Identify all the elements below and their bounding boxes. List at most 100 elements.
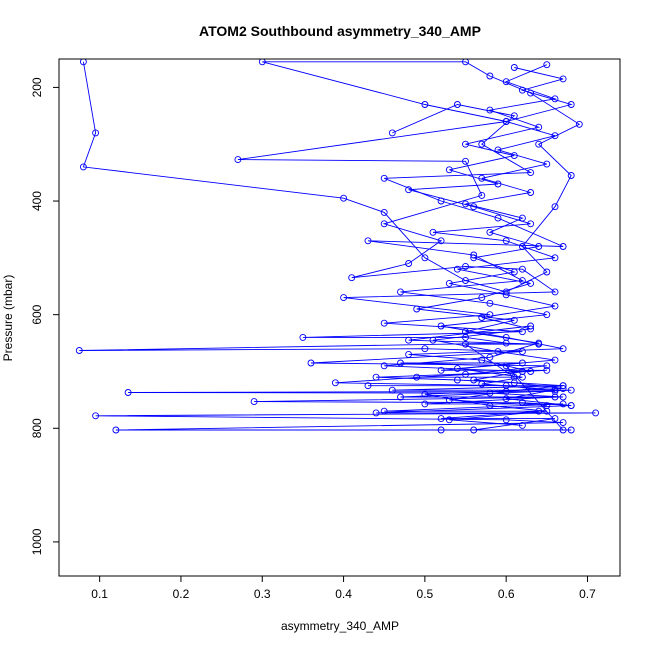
data-point [527, 189, 535, 196]
data-point [551, 288, 559, 296]
data-point [518, 348, 526, 356]
data-point [502, 333, 510, 341]
data-point [421, 254, 429, 262]
data-point [421, 101, 429, 108]
data-point [462, 140, 469, 148]
data-point [527, 220, 535, 228]
data-point [421, 345, 429, 353]
data-point [445, 279, 453, 287]
series-line [384, 64, 564, 407]
data-point [527, 322, 535, 330]
data-point [307, 359, 315, 367]
data-point [543, 160, 551, 168]
data-point [372, 409, 380, 417]
data-point [437, 366, 445, 374]
data-point [559, 243, 567, 250]
y-tick-label: 800 [30, 418, 44, 438]
y-tick-label: 1000 [30, 528, 44, 555]
data-point [437, 415, 445, 423]
data-point [478, 380, 486, 388]
data-point [559, 426, 567, 434]
data-point [445, 416, 453, 424]
data-point [405, 350, 413, 358]
x-tick-label: 0.5 [417, 587, 434, 601]
data-point [494, 348, 502, 356]
data-point [92, 129, 100, 137]
data-point [413, 305, 421, 313]
y-axis-label: Pressure (mbar) [1, 275, 15, 362]
data-point [372, 373, 380, 381]
data-point [413, 373, 421, 381]
data-point [527, 89, 535, 97]
data-point [559, 400, 567, 408]
data-point [478, 174, 486, 182]
data-point [510, 268, 518, 276]
data-point [551, 393, 559, 401]
data-point [543, 362, 551, 370]
data-point [405, 186, 413, 194]
data-point [124, 389, 132, 396]
x-axis-label: asymmetry_340_AMP [281, 619, 399, 633]
data-point [299, 333, 307, 341]
data-point [462, 262, 469, 270]
data-point [551, 132, 559, 140]
data-point [518, 86, 526, 94]
data-point [535, 140, 543, 148]
data-point [559, 75, 567, 83]
data-point [429, 336, 437, 344]
data-point [518, 421, 526, 429]
data-point [470, 254, 478, 262]
data-point [470, 203, 478, 211]
data-point [518, 359, 526, 367]
data-point [397, 288, 404, 296]
data-point [510, 64, 518, 71]
data-point [518, 277, 526, 285]
x-tick-label: 0.7 [579, 587, 596, 601]
data-point [559, 419, 567, 427]
data-point [437, 197, 445, 205]
data-point [478, 140, 486, 148]
data-point [518, 214, 526, 222]
data-point [75, 347, 83, 354]
data-point [486, 228, 494, 236]
data-point [364, 382, 372, 390]
data-point [380, 319, 388, 327]
data-point [79, 163, 87, 171]
data-point [478, 356, 486, 364]
data-point [527, 368, 535, 375]
data-point [535, 340, 543, 348]
data-point [453, 265, 461, 273]
data-point [518, 265, 526, 273]
data-point [518, 243, 526, 250]
data-point [518, 328, 526, 336]
data-point [559, 385, 567, 392]
data-point [453, 101, 461, 108]
data-point [551, 415, 559, 423]
data-point [486, 72, 494, 80]
data-point [445, 396, 453, 404]
data-point [364, 237, 372, 245]
data-point [543, 311, 551, 319]
data-point [486, 389, 494, 397]
x-tick-label: 0.6 [498, 587, 515, 601]
data-point [502, 78, 510, 86]
data-point [470, 426, 478, 434]
data-point [527, 325, 535, 333]
data-point [462, 340, 469, 348]
data-point [462, 157, 469, 165]
y-tick-label: 200 [30, 77, 44, 97]
data-point [535, 243, 543, 250]
data-point [543, 268, 551, 276]
data-point [380, 208, 388, 216]
data-point [380, 362, 388, 370]
data-point [535, 123, 543, 131]
data-point [502, 237, 510, 245]
data-point [421, 390, 429, 398]
data-point [445, 166, 453, 174]
data-point [502, 288, 510, 296]
data-point [486, 402, 494, 410]
data-point [478, 191, 486, 199]
data-point [494, 146, 502, 154]
x-tick-label: 0.1 [91, 587, 108, 601]
data-point [340, 294, 348, 302]
